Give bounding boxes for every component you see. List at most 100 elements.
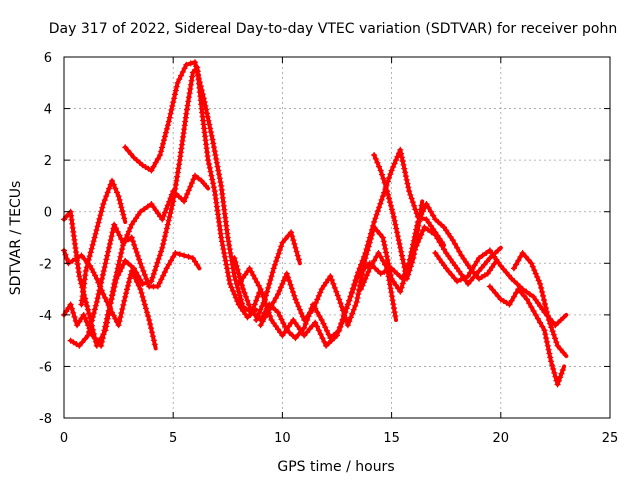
data-point-marker (158, 148, 165, 155)
data-point-marker (168, 106, 175, 113)
data-point-marker (292, 335, 299, 342)
data-point-marker (379, 257, 386, 264)
data-point-marker (314, 323, 320, 330)
data-point-marker (530, 308, 537, 314)
data-point-marker (160, 272, 167, 279)
series-track-3 (122, 59, 263, 316)
data-point-marker (242, 271, 249, 278)
data-point-marker (86, 328, 92, 335)
y-tick-label: 2 (44, 154, 52, 169)
data-point-marker (104, 315, 111, 322)
data-point-marker (150, 163, 157, 170)
data-point-marker (148, 167, 155, 174)
data-point-marker (161, 237, 168, 244)
data-point-marker (391, 309, 398, 316)
data-point-marker (390, 279, 397, 285)
data-point-marker (545, 346, 552, 353)
data-point-marker (124, 286, 130, 293)
data-point-marker (151, 341, 158, 348)
data-point-marker (226, 277, 233, 283)
data-point-marker (143, 275, 150, 282)
data-point-marker (268, 302, 275, 309)
data-point-marker (144, 279, 151, 286)
data-point-marker (133, 269, 140, 276)
data-point-marker (306, 326, 313, 332)
data-point-marker (161, 137, 167, 144)
data-point-marker (154, 259, 161, 266)
data-point-marker (377, 270, 384, 277)
data-point-marker (441, 262, 447, 269)
data-point-marker (347, 314, 354, 321)
data-point-marker (118, 310, 125, 316)
data-point-marker (259, 318, 266, 325)
data-point-marker (342, 314, 349, 321)
data-point-marker (467, 269, 474, 276)
y-tick-label: 0 (44, 206, 52, 221)
data-point-marker (241, 289, 248, 296)
data-point-marker (555, 377, 562, 384)
data-point-marker (98, 335, 105, 342)
data-point-marker (379, 171, 385, 178)
data-point-marker (210, 140, 217, 147)
data-point-marker (210, 180, 217, 187)
data-point-marker (113, 269, 120, 276)
data-point-marker (400, 161, 407, 168)
data-point-marker (366, 239, 373, 246)
data-point-marker (240, 274, 247, 281)
data-point-marker (70, 309, 77, 316)
data-point-marker (454, 265, 461, 272)
data-point-marker (397, 288, 404, 295)
data-point-marker (260, 299, 267, 306)
data-point-marker (154, 283, 161, 290)
data-point-marker (153, 263, 160, 270)
data-point-marker (100, 331, 107, 338)
data-point-marker (252, 275, 259, 282)
data-point-marker (358, 275, 365, 282)
data-point-marker (98, 279, 105, 286)
data-point-marker (304, 313, 311, 320)
data-point-marker (72, 318, 79, 324)
data-point-marker (163, 265, 170, 272)
data-point-marker (113, 273, 119, 280)
data-point-marker (257, 286, 264, 293)
data-point-marker (384, 257, 391, 263)
data-point-marker (279, 280, 286, 287)
data-point-marker (209, 136, 216, 143)
data-point-marker (106, 308, 113, 314)
data-point-marker (196, 79, 203, 86)
data-point-marker (144, 309, 150, 316)
data-point-marker (387, 285, 394, 292)
data-point-marker (451, 240, 458, 247)
data-point-marker (394, 233, 401, 240)
data-point-marker (158, 276, 165, 283)
data-point-marker (448, 271, 455, 278)
data-point-marker (524, 296, 530, 303)
data-point-marker (217, 179, 224, 186)
data-point-marker (290, 289, 296, 295)
data-point-marker (558, 370, 565, 377)
data-point-marker (102, 327, 109, 334)
data-point-marker (338, 320, 345, 327)
data-point-marker (526, 300, 533, 307)
data-point-marker (176, 251, 183, 258)
series-track-4 (61, 172, 211, 349)
data-point-marker (120, 211, 127, 218)
data-point-marker (387, 199, 393, 206)
data-point-marker (531, 267, 538, 274)
data-point-marker (406, 188, 413, 195)
data-point-marker (128, 221, 135, 228)
data-point-marker (545, 317, 552, 323)
data-point-marker (150, 270, 157, 277)
data-point-marker (115, 193, 122, 200)
data-point-marker (201, 99, 208, 105)
data-point-marker (373, 211, 380, 218)
data-point-marker (116, 318, 123, 325)
data-point-marker (304, 329, 310, 336)
data-point-marker (554, 342, 561, 349)
data-point-marker (168, 191, 175, 198)
data-point-marker (106, 304, 113, 311)
data-point-marker (363, 272, 370, 279)
data-point-marker (110, 181, 117, 188)
data-point-marker (170, 253, 177, 260)
data-point-marker (85, 256, 92, 263)
